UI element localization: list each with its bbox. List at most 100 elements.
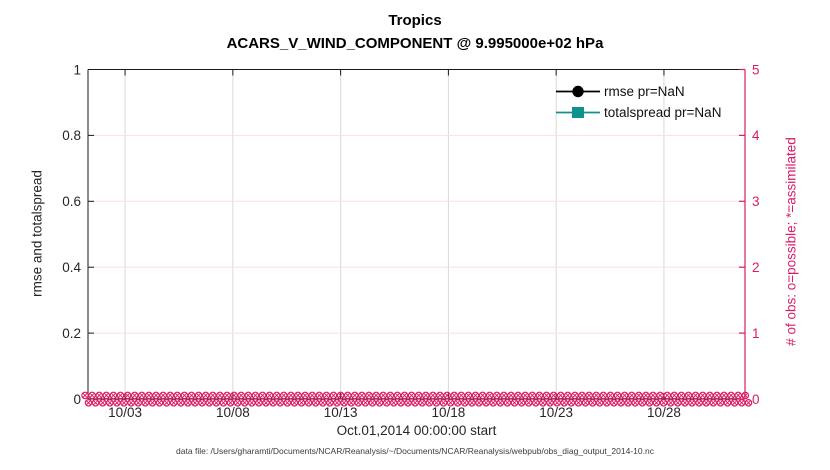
obs-marker-asterisk — [639, 400, 645, 406]
obs-marker-o — [613, 391, 622, 400]
obs-marker-o — [418, 398, 427, 407]
obs-marker-o — [592, 391, 601, 400]
obs-marker-o — [404, 398, 412, 407]
obs-marker-o — [375, 398, 384, 407]
obs-marker-asterisk — [579, 392, 585, 398]
obs-marker-asterisk — [114, 400, 120, 406]
obs-marker-o — [389, 398, 398, 407]
obs-marker-asterisk — [654, 400, 659, 406]
obs-marker-asterisk — [174, 392, 180, 398]
obs-marker-asterisk — [515, 392, 521, 398]
obs-marker-o — [663, 391, 672, 400]
obs-marker-o — [606, 391, 615, 400]
obs-marker-asterisk — [522, 392, 528, 398]
obs-marker-asterisk — [302, 392, 308, 398]
obs-marker-o — [567, 398, 576, 407]
obs-marker-asterisk — [686, 392, 691, 398]
obs-marker-o — [510, 398, 519, 407]
obs-marker-asterisk — [242, 400, 248, 406]
obs-marker-o — [265, 391, 274, 400]
data-file-caption: data file: /Users/gharamti/Documents/NCA… — [176, 446, 654, 456]
obs-marker-asterisk — [135, 400, 141, 406]
obs-marker-o — [138, 391, 146, 400]
obs-marker-o — [602, 398, 611, 407]
obs-marker-o — [209, 391, 217, 400]
obs-marker-asterisk — [362, 400, 368, 406]
obs-marker-asterisk — [703, 400, 709, 406]
rmse-line-circle-marker-icon — [556, 85, 600, 98]
obs-marker-asterisk — [501, 392, 507, 398]
obs-marker-o — [397, 398, 405, 407]
obs-marker-o — [489, 398, 498, 407]
obs-marker-o — [400, 391, 409, 400]
obs-marker-asterisk — [725, 400, 730, 406]
obs-marker-o — [141, 398, 150, 407]
obs-marker-o — [294, 391, 302, 400]
obs-marker-o — [539, 398, 547, 407]
obs-marker-asterisk — [572, 392, 578, 398]
obs-marker-asterisk — [125, 392, 131, 398]
x-tick-label: 10/28 — [647, 405, 681, 420]
obs-marker-o — [102, 391, 111, 400]
obs-marker-asterisk — [455, 400, 461, 406]
obs-marker-asterisk — [480, 392, 486, 398]
obs-marker-o — [645, 398, 654, 407]
obs-marker-o — [563, 391, 572, 400]
obs-marker-o — [688, 398, 696, 407]
obs-marker-asterisk — [554, 400, 560, 406]
obs-marker-asterisk — [210, 392, 216, 398]
obs-marker-o — [460, 398, 469, 407]
obs-marker-o — [279, 391, 288, 400]
obs-marker-asterisk — [544, 392, 549, 398]
obs-marker-asterisk — [689, 400, 695, 406]
obs-marker-asterisk — [96, 392, 102, 398]
obs-marker-asterisk — [132, 392, 138, 398]
obs-marker-o — [627, 391, 636, 400]
right-y-tick-label: 4 — [752, 128, 760, 143]
obs-marker-o — [262, 398, 270, 407]
obs-marker-asterisk — [89, 392, 95, 398]
obs-marker-asterisk — [696, 400, 702, 406]
obs-marker-o — [475, 398, 483, 407]
obs-marker-o — [287, 391, 295, 400]
obs-marker-asterisk — [327, 400, 333, 406]
obs-marker-o — [666, 398, 675, 407]
obs-marker-asterisk — [593, 392, 599, 398]
obs-marker-asterisk — [142, 400, 148, 406]
obs-marker-o — [169, 398, 178, 407]
obs-marker-asterisk — [260, 392, 265, 398]
obs-marker-asterisk — [497, 400, 503, 406]
obs-marker-o — [500, 391, 508, 400]
left-y-tick-label: 1 — [73, 62, 81, 77]
obs-marker-o — [180, 391, 189, 400]
obs-marker-asterisk — [650, 392, 656, 398]
obs-marker-o — [741, 391, 750, 400]
obs-marker-asterisk — [274, 392, 280, 398]
obs-marker-o — [98, 398, 107, 407]
obs-marker-o — [656, 391, 664, 400]
obs-marker-o — [240, 398, 249, 407]
obs-marker-asterisk — [444, 392, 450, 398]
obs-marker-o — [205, 398, 214, 407]
obs-marker-asterisk — [334, 400, 340, 406]
obs-marker-o — [318, 398, 327, 407]
obs-marker-asterisk — [693, 392, 699, 398]
obs-marker-asterisk — [284, 400, 290, 406]
obs-marker-asterisk — [583, 400, 588, 406]
obs-marker-o — [734, 391, 743, 400]
obs-marker-o — [177, 398, 185, 407]
obs-marker-o — [634, 391, 643, 400]
obs-marker-asterisk — [100, 400, 106, 406]
obs-marker-asterisk — [309, 392, 315, 398]
obs-marker-asterisk — [529, 392, 535, 398]
obs-marker-o — [503, 398, 512, 407]
obs-marker-o — [290, 398, 299, 407]
obs-marker-asterisk — [430, 392, 436, 398]
obs-marker-asterisk — [448, 400, 454, 406]
obs-marker-o — [713, 391, 721, 400]
obs-marker-asterisk — [267, 392, 273, 398]
obs-marker-asterisk — [728, 392, 734, 398]
obs-marker-asterisk — [146, 392, 152, 398]
obs-marker-asterisk — [735, 392, 741, 398]
obs-marker-asterisk — [657, 392, 663, 398]
